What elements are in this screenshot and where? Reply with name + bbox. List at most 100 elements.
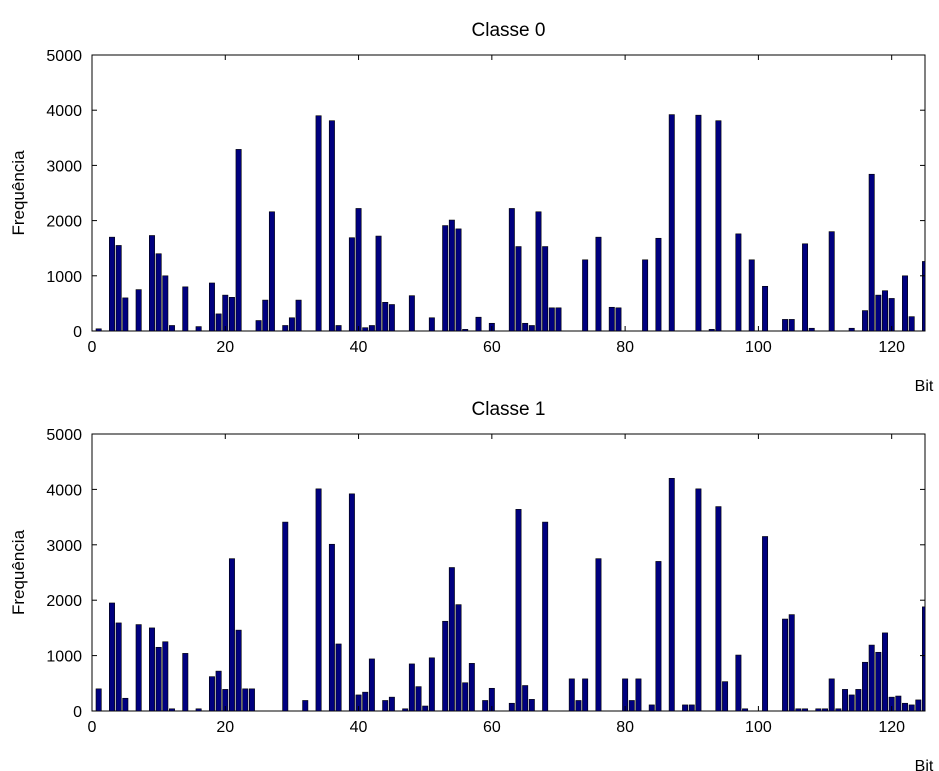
y-tick-label: 4000 xyxy=(46,482,82,499)
bar xyxy=(828,678,835,712)
x-tick-label: 40 xyxy=(350,719,368,736)
bar xyxy=(855,689,862,712)
bar xyxy=(695,114,702,332)
bar xyxy=(735,654,742,712)
bar xyxy=(862,310,868,332)
bar xyxy=(195,708,202,712)
bar xyxy=(248,688,255,712)
bar xyxy=(415,686,422,712)
bar xyxy=(475,316,482,332)
y-tick-label: 3000 xyxy=(46,538,82,555)
bar xyxy=(182,286,189,332)
bar xyxy=(922,261,926,332)
bar xyxy=(448,567,455,712)
bar xyxy=(362,691,369,712)
bar xyxy=(169,708,175,712)
bar xyxy=(875,294,882,332)
bar xyxy=(908,704,915,712)
bar xyxy=(462,329,469,332)
bar xyxy=(535,211,542,332)
plot-frame xyxy=(91,54,926,332)
bar xyxy=(508,702,515,712)
bar xyxy=(788,319,795,332)
bar xyxy=(528,325,535,332)
bar xyxy=(182,653,189,712)
bar xyxy=(915,699,922,712)
bar xyxy=(328,120,335,332)
bar xyxy=(368,325,375,332)
bar xyxy=(149,627,155,712)
bar xyxy=(882,632,888,712)
bar xyxy=(122,697,129,712)
bar xyxy=(302,700,309,712)
bar xyxy=(228,558,235,712)
bar xyxy=(155,646,162,712)
bar xyxy=(382,301,389,332)
bar xyxy=(682,704,689,712)
bar xyxy=(368,658,375,712)
bar xyxy=(135,624,142,712)
bar xyxy=(808,327,815,332)
bar xyxy=(402,708,409,712)
bar xyxy=(508,208,515,332)
bar xyxy=(902,702,908,712)
bar xyxy=(149,235,155,332)
plot-frame xyxy=(91,433,926,712)
bar xyxy=(208,676,215,712)
bar xyxy=(762,536,769,712)
chart-classe-1: Classe 1 Bit Frequência 0 20 40 60 80 100 120 0… xyxy=(9,399,934,771)
x-tick-label: 120 xyxy=(878,339,905,356)
bar xyxy=(228,297,235,332)
bar xyxy=(582,259,589,332)
bar xyxy=(422,705,429,712)
bar xyxy=(522,322,529,332)
bar xyxy=(235,149,242,332)
bar xyxy=(542,521,549,712)
bar xyxy=(742,708,749,712)
bar xyxy=(868,173,875,332)
x-axis-label: Bit xyxy=(915,758,934,771)
bar xyxy=(555,307,562,332)
bar xyxy=(788,614,795,712)
x-tick-label: 0 xyxy=(88,719,97,736)
bar xyxy=(468,663,475,712)
y-tick-label: 3000 xyxy=(46,158,82,175)
bar xyxy=(795,708,802,712)
y-tick-label: 1000 xyxy=(46,649,82,666)
bar xyxy=(848,694,855,712)
bar xyxy=(262,299,269,332)
bar xyxy=(208,282,215,332)
bar xyxy=(135,289,142,332)
bar xyxy=(615,307,622,332)
chart-title: Classe 0 xyxy=(472,20,546,41)
bar xyxy=(255,320,262,332)
y-axis-label: Frequência xyxy=(9,150,28,236)
bar xyxy=(442,225,449,332)
bar xyxy=(875,651,882,712)
bar xyxy=(268,211,275,332)
bar xyxy=(288,317,295,332)
bar xyxy=(528,699,535,712)
bar xyxy=(568,678,575,712)
bar xyxy=(848,327,855,332)
y-tick-label: 2000 xyxy=(46,214,82,231)
x-tick-label: 20 xyxy=(216,719,234,736)
bar xyxy=(688,704,695,712)
bar xyxy=(575,700,582,712)
bar xyxy=(242,688,249,712)
bar xyxy=(408,295,415,332)
bar xyxy=(835,708,842,712)
bar xyxy=(648,704,655,712)
bar xyxy=(95,328,102,332)
bar xyxy=(595,236,602,332)
bar xyxy=(868,644,875,712)
bar xyxy=(388,696,395,712)
y-axis-label: Frequência xyxy=(9,529,28,615)
bar xyxy=(382,700,389,712)
bar xyxy=(155,253,162,332)
x-tick-label: 0 xyxy=(88,339,97,356)
bar xyxy=(408,663,415,712)
bar xyxy=(655,561,662,712)
bar xyxy=(362,327,369,332)
